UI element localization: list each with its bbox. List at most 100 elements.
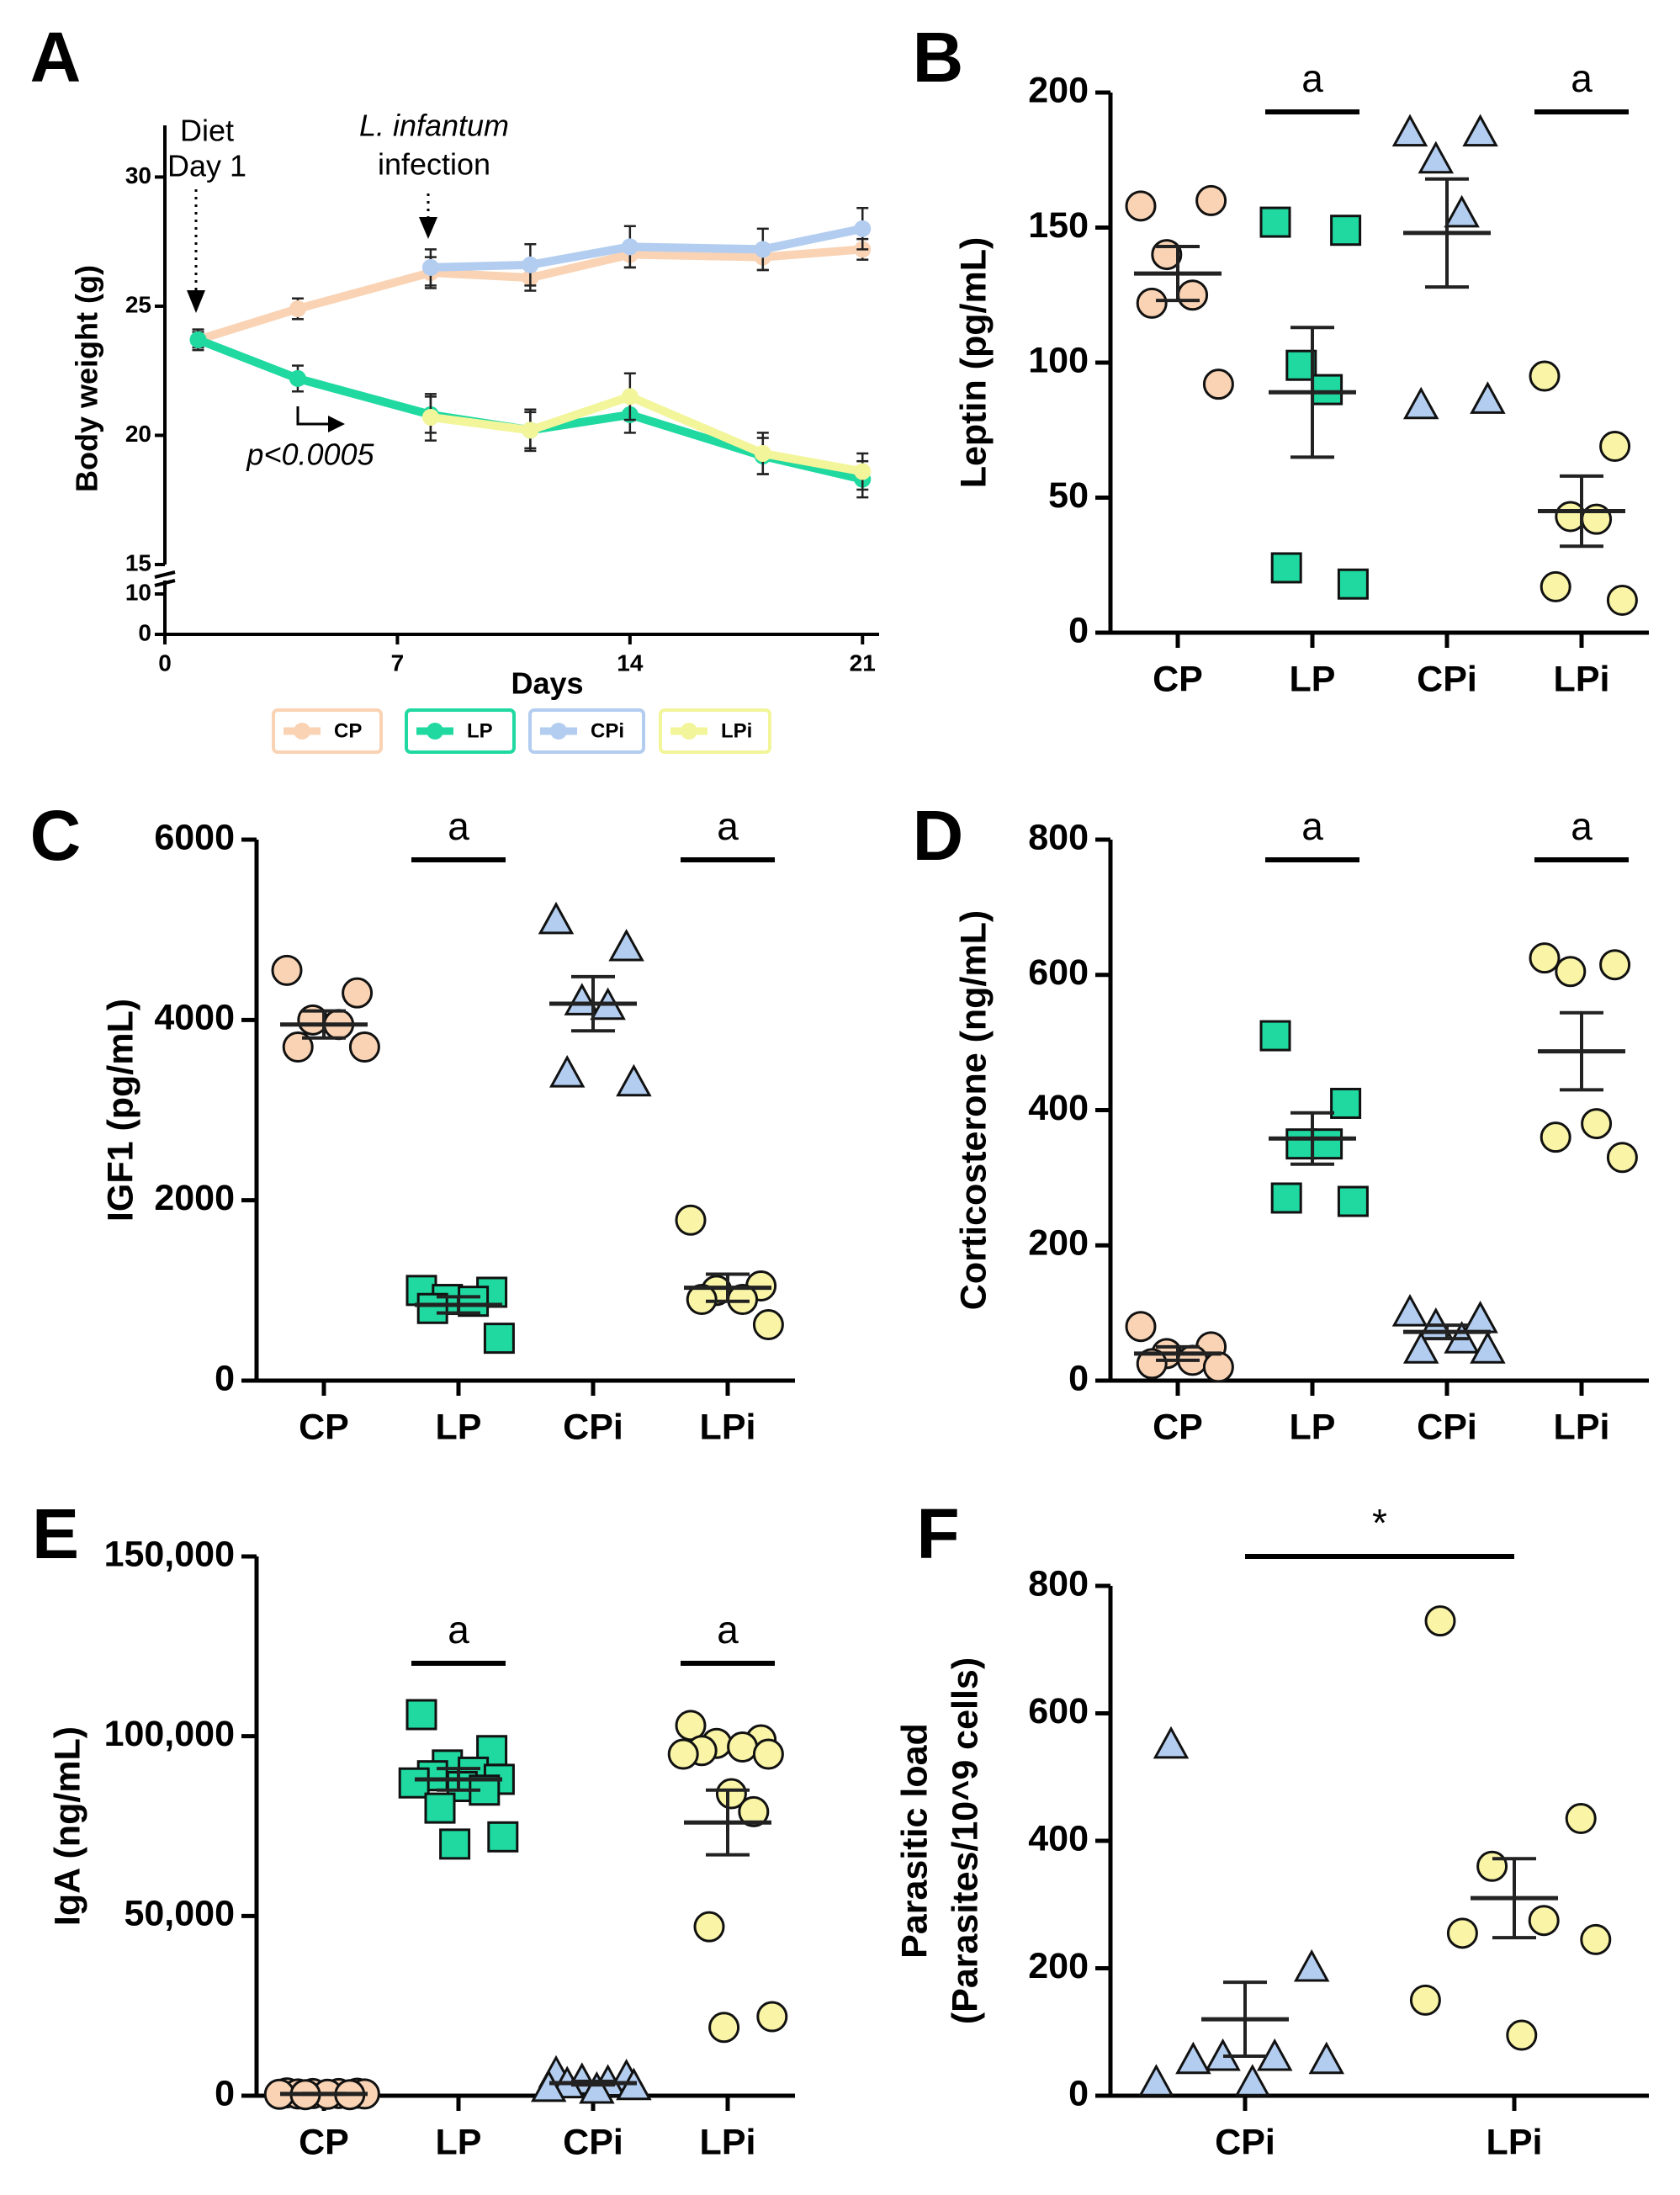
point [752, 1309, 784, 1341]
legend-marker [681, 723, 697, 740]
point [608, 928, 644, 962]
x-tick-label: CP [299, 1407, 349, 1447]
panel-label: B [913, 18, 964, 97]
legend-marker [294, 723, 310, 740]
point [530, 2069, 567, 2102]
x-axis-title: Days [511, 666, 583, 701]
significance-label: a [717, 1608, 739, 1652]
point [483, 1323, 515, 1355]
y-axis-title: Parasitic load [894, 1723, 935, 1959]
point [405, 1699, 437, 1731]
point [1555, 956, 1587, 988]
point [1424, 1605, 1456, 1637]
y-axis-title: Corticosterone (ng/mL) [953, 910, 994, 1310]
point [458, 1286, 490, 1318]
point [708, 2012, 740, 2044]
y-tick-label: 150 [1028, 205, 1089, 246]
legend-label: LP [467, 719, 493, 742]
y-tick-label: 200 [1028, 70, 1089, 110]
point [1462, 1300, 1498, 1333]
point [693, 1911, 725, 1943]
series-line [430, 392, 864, 476]
point [1606, 584, 1638, 616]
panel-label: F [916, 1494, 959, 1573]
x-tick-label: CP [299, 2122, 349, 2162]
point [1599, 949, 1631, 981]
point [421, 258, 439, 276]
y-tick-label: 400 [1028, 1818, 1089, 1858]
y-tick-label: 25 [125, 291, 151, 317]
point [715, 1778, 747, 1810]
x-tick-label: 0 [158, 649, 172, 676]
legend-box [659, 708, 771, 754]
point [1259, 206, 1291, 238]
point [342, 977, 374, 1009]
annotation: Day 1 [167, 149, 246, 183]
point [1202, 1351, 1234, 1383]
y-tick-label: 600 [1028, 1691, 1089, 1731]
y-tick-label: 800 [1028, 817, 1089, 857]
x-tick-label: CPi [1417, 1407, 1477, 1447]
point [271, 954, 303, 986]
y-tick-label: 800 [1028, 1563, 1089, 1604]
legend-label: CPi [591, 719, 624, 742]
point [579, 2070, 615, 2104]
y-tick-label: 0 [138, 619, 151, 645]
legend-box [272, 708, 383, 754]
series-line [430, 224, 864, 272]
point [1270, 1182, 1302, 1214]
y-tick-label: 20 [125, 421, 151, 447]
point [1195, 184, 1227, 216]
point [549, 1054, 586, 1088]
significance-label: a [448, 1608, 469, 1652]
point [1391, 114, 1428, 147]
point [727, 1731, 759, 1763]
y-axis-title: IgA (ng/mL) [47, 1726, 87, 1926]
y-tick-label: 2000 [154, 1178, 235, 1218]
x-tick-label: 14 [617, 649, 644, 676]
point [1470, 1331, 1506, 1364]
y-tick-label: 200 [1028, 1946, 1089, 1986]
point [1581, 1108, 1613, 1140]
x-tick-label: LPi [1487, 2122, 1543, 2162]
x-tick-label: CPi [563, 2122, 623, 2162]
y-tick-label: 0 [1068, 1358, 1089, 1398]
point [1136, 1348, 1168, 1380]
point [1565, 1802, 1597, 1834]
x-tick-label: 7 [391, 649, 405, 676]
point [1444, 194, 1480, 228]
point [756, 2001, 788, 2033]
point [1337, 1185, 1369, 1217]
point [487, 1821, 519, 1853]
annotation: Diet [180, 114, 234, 148]
annotation: p<0.0005 [246, 437, 374, 472]
point [616, 1063, 652, 1097]
point [1202, 368, 1234, 400]
y-tick-label: 0 [1068, 610, 1089, 650]
x-tick-label: LP [436, 1407, 482, 1447]
arrowhead [419, 217, 437, 239]
y-tick-label: 0 [215, 2073, 235, 2113]
point [424, 1792, 456, 1824]
point [854, 463, 872, 480]
y-tick-label: 150,000 [104, 1534, 235, 1574]
x-tick-label: CPi [563, 1407, 623, 1447]
panel-label: A [30, 18, 82, 97]
point [289, 300, 306, 318]
y-tick-label: 50 [1048, 475, 1089, 516]
x-tick-label: CP [1153, 659, 1203, 699]
arrowhead [187, 290, 205, 313]
point [1418, 141, 1455, 174]
point [667, 1738, 699, 1770]
legend-label: LPi [721, 719, 752, 742]
point [1293, 1948, 1330, 1982]
point [1540, 1121, 1571, 1153]
point [754, 241, 771, 258]
point [1476, 1850, 1508, 1882]
point [675, 1204, 707, 1236]
point [398, 1767, 430, 1799]
point [421, 408, 439, 426]
point [1528, 1905, 1560, 1937]
